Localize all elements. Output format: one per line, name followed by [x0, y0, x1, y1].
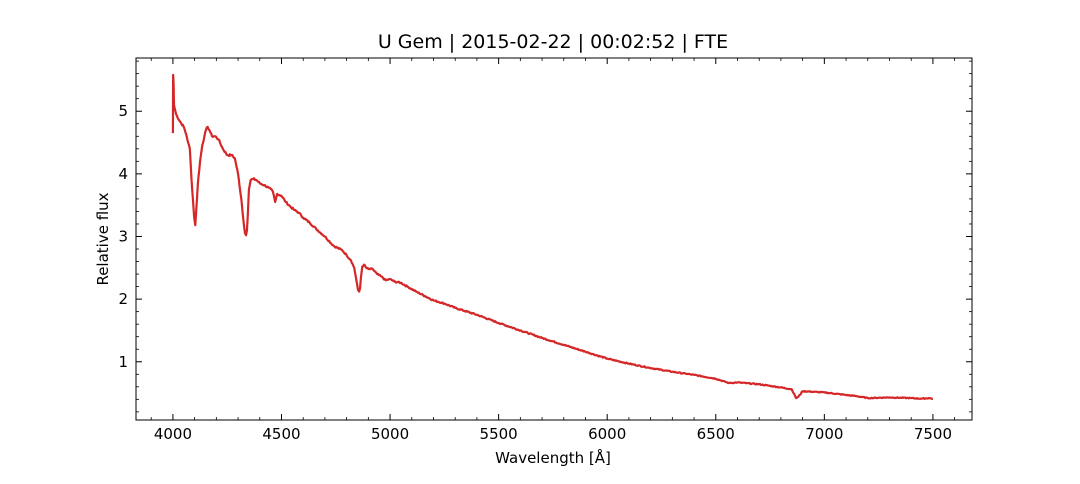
y-tick-label: 5	[118, 102, 128, 120]
y-tick-label: 4	[118, 165, 128, 183]
x-axis: 4000 4500 5000 5500 6000 6500 7000 7500	[150, 58, 956, 443]
chart-title: U Gem | 2015-02-22 | 00:02:52 | FTE	[378, 31, 728, 53]
x-tick-label: 5000	[371, 425, 409, 443]
y-axis-label: Relative flux	[94, 192, 112, 285]
x-tick-label: 7000	[805, 425, 843, 443]
x-tick-label: 7500	[914, 425, 952, 443]
x-tick-label: 5500	[480, 425, 518, 443]
y-tick-label: 1	[118, 353, 128, 371]
x-tick-label: 4500	[262, 425, 300, 443]
plot-frame	[135, 57, 973, 421]
x-tick-label: 6000	[588, 425, 626, 443]
plot-area	[135, 57, 973, 421]
y-axis: 1 2 3 4 5	[118, 60, 972, 413]
y-tick-label: 3	[118, 227, 128, 245]
x-tick-label: 6500	[697, 425, 735, 443]
spectrum-line	[171, 73, 934, 400]
x-axis-label: Wavelength [Å]	[495, 448, 611, 467]
y-tick-label: 2	[118, 290, 128, 308]
x-tick-label: 4000	[154, 425, 192, 443]
